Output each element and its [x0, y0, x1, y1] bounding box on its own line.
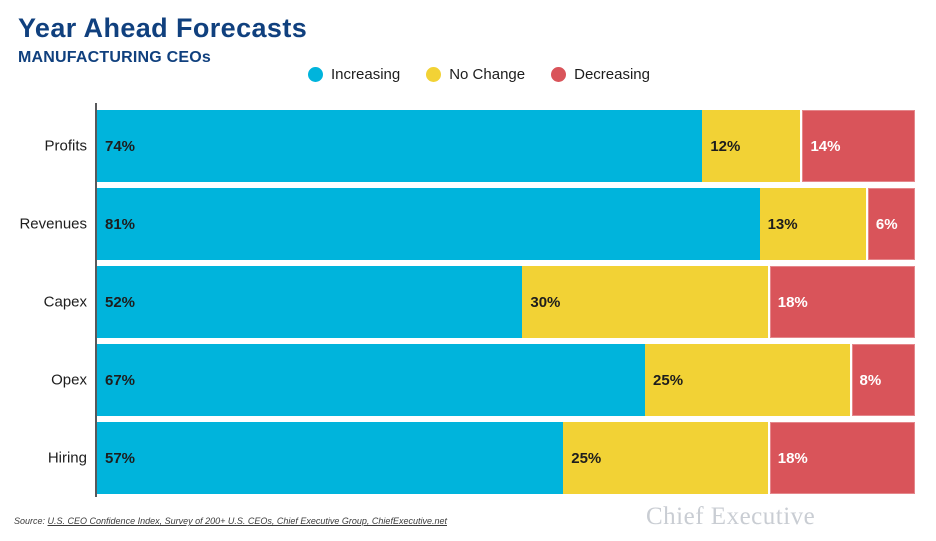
bar-chart: Profits 74% 12% 14% Revenues 81% 13% 6% Capex 52%… — [19, 110, 915, 494]
value-label: 8% — [859, 371, 882, 389]
category-label: Revenues — [19, 215, 87, 233]
bar-segment-increasing: 52% — [97, 266, 523, 338]
bar-segment-no-change: 25% — [645, 344, 850, 416]
legend-label: No Change — [449, 66, 526, 83]
value-label: 25% — [571, 449, 602, 467]
page-subtitle: MANUFACTURING CEOs — [18, 49, 211, 66]
bar-segment-no-change: 25% — [563, 422, 768, 494]
bar-segment-decreasing: 18% — [767, 266, 915, 338]
value-label: 57% — [105, 449, 136, 467]
bar-segment-increasing: 67% — [97, 344, 646, 416]
source-link[interactable]: U.S. CEO Confidence Index, Survey of 200… — [47, 516, 447, 526]
bar-segment-no-change: 30% — [522, 266, 768, 338]
legend-swatch-icon — [308, 67, 323, 82]
bar-segment-increasing: 74% — [97, 110, 703, 182]
source-prefix: Source: — [14, 516, 48, 526]
bar-segment-no-change: 13% — [759, 188, 866, 260]
bar-segment-decreasing: 18% — [767, 422, 915, 494]
value-label: 74% — [105, 137, 136, 155]
bar-row-hiring: Hiring 57% 25% 18% — [48, 422, 915, 494]
category-label: Opex — [51, 371, 87, 389]
bar-segment-decreasing: 6% — [865, 188, 915, 260]
source-line: Source: U.S. CEO Confidence Index, Surve… — [14, 516, 447, 526]
value-label: 81% — [105, 215, 136, 233]
bar-segment-increasing: 81% — [97, 188, 760, 260]
bar-row-opex: Opex 67% 25% 8% — [51, 344, 915, 416]
value-label: 18% — [777, 449, 808, 467]
value-label: 30% — [530, 293, 561, 311]
legend-swatch-icon — [551, 67, 567, 82]
bar-row-revenues: Revenues 81% 13% 6% — [19, 188, 915, 260]
bar-segment-decreasing: 14% — [800, 110, 915, 182]
legend-swatch-icon — [426, 67, 442, 82]
legend: Increasing No Change Decreasing — [308, 66, 650, 83]
value-label: 13% — [767, 215, 798, 233]
category-label: Hiring — [47, 449, 87, 467]
page-title: Year Ahead Forecasts — [18, 13, 308, 43]
value-label: 14% — [810, 137, 841, 155]
value-label: 25% — [653, 371, 684, 389]
legend-item-decreasing: Decreasing — [551, 66, 650, 83]
value-label: 6% — [875, 215, 898, 233]
legend-item-no-change: No Change — [426, 66, 525, 83]
bar-segment-increasing: 57% — [97, 422, 564, 494]
bar-segment-decreasing: 8% — [849, 344, 915, 416]
legend-label: Increasing — [331, 66, 401, 83]
legend-label: Decreasing — [574, 66, 650, 83]
category-label: Profits — [44, 137, 87, 155]
bar-row-capex: Capex 52% 30% 18% — [44, 266, 915, 338]
value-label: 52% — [105, 293, 136, 311]
bar-row-profits: Profits 74% 12% 14% — [44, 110, 915, 182]
bar-segment-no-change: 12% — [702, 110, 801, 182]
value-label: 12% — [710, 137, 741, 155]
legend-item-increasing: Increasing — [308, 66, 400, 83]
value-label: 67% — [105, 371, 136, 389]
category-label: Capex — [43, 293, 87, 311]
chief-executive-logo: Chief Executive — [646, 503, 816, 530]
y-axis-line — [95, 103, 97, 497]
value-label: 18% — [777, 293, 808, 311]
